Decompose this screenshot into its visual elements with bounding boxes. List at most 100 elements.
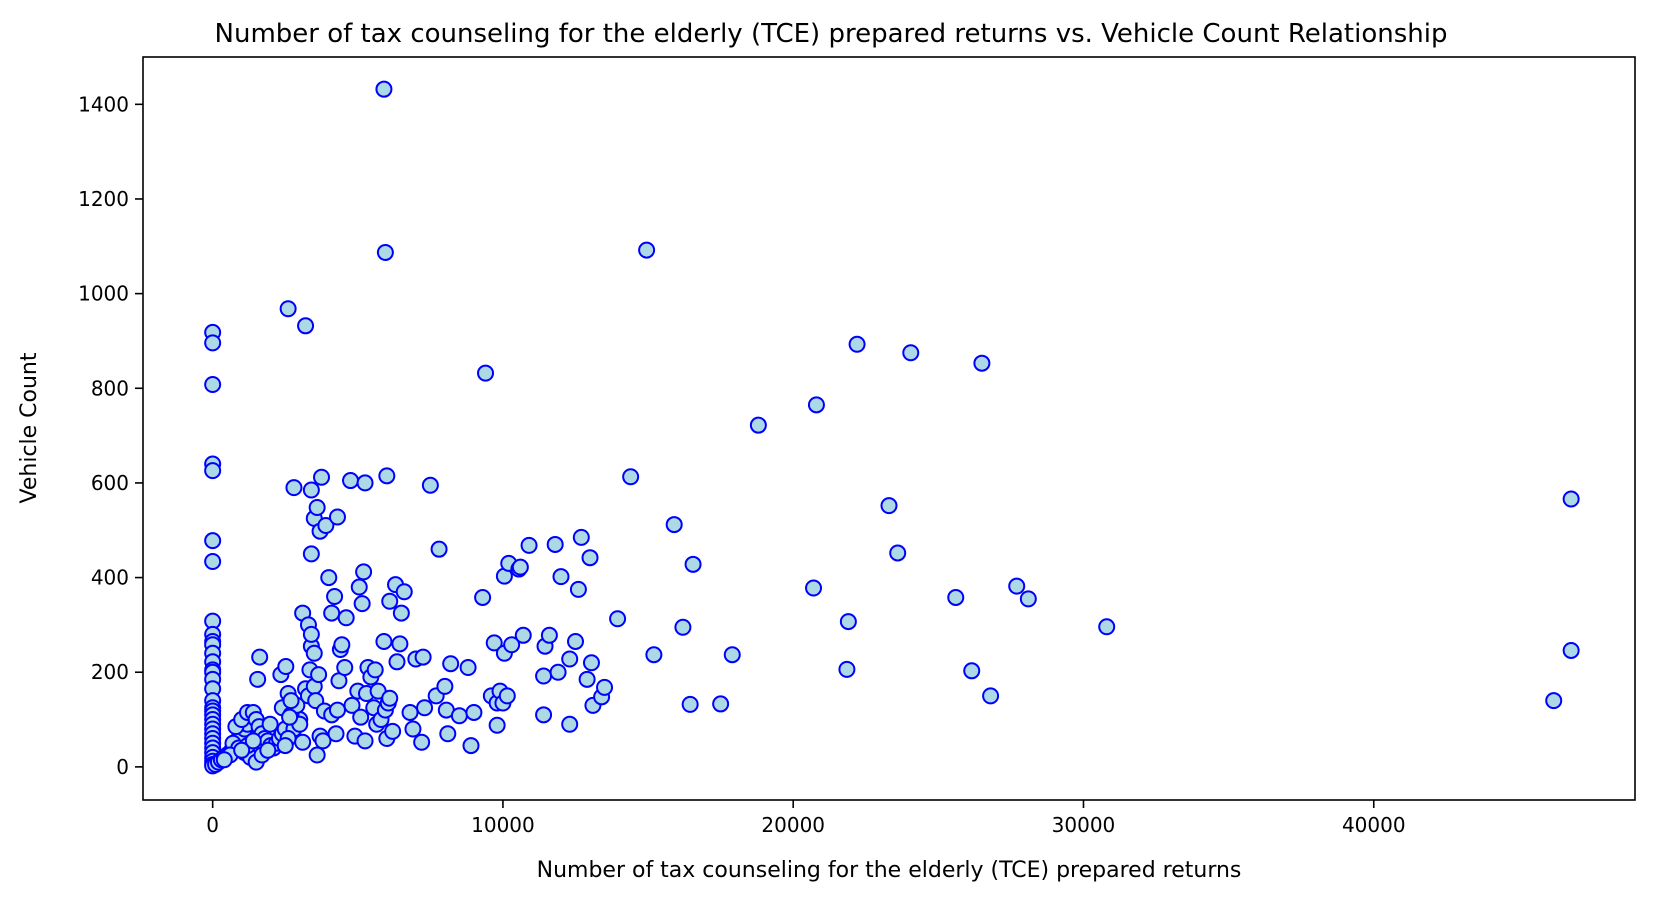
y-tick-label: 1200: [78, 187, 129, 211]
data-point: [215, 751, 233, 769]
data-point: [572, 528, 590, 546]
data-point: [712, 695, 730, 713]
y-tick-label: 200: [91, 660, 129, 684]
data-point: [204, 462, 222, 480]
data-point: [511, 558, 529, 576]
data-point: [807, 396, 825, 414]
data-point: [328, 508, 346, 526]
y-tick-label: 1400: [78, 92, 129, 116]
data-point: [317, 517, 335, 535]
data-point: [391, 635, 409, 653]
data-point: [413, 733, 431, 751]
x-axis: 0 10000 20000 30000 40000: [206, 800, 1406, 837]
data-point: [326, 588, 344, 606]
data-point: [384, 722, 402, 740]
data-point: [244, 732, 262, 750]
data-point: [645, 646, 663, 664]
data-point: [277, 658, 295, 676]
data-point: [459, 658, 477, 676]
data-point: [552, 568, 570, 586]
data-point: [414, 648, 432, 666]
data-point: [313, 468, 331, 486]
data-point: [439, 725, 457, 743]
data-point: [320, 569, 338, 587]
x-tick-label: 0: [206, 813, 219, 837]
data-point: [567, 632, 585, 650]
data-point: [1562, 641, 1580, 659]
y-tick-label: 400: [91, 566, 129, 590]
data-point: [204, 334, 222, 352]
data-point: [681, 695, 699, 713]
y-axis: 0 200 400 600 800 1000 1200 1400: [78, 92, 143, 779]
data-point: [488, 716, 506, 734]
data-point: [520, 536, 538, 554]
data-point: [308, 499, 326, 517]
data-point: [963, 662, 981, 680]
data-point: [514, 626, 532, 644]
data-point: [204, 532, 222, 550]
x-tick-label: 20000: [761, 813, 825, 837]
data-point: [336, 658, 354, 676]
data-point: [638, 241, 656, 259]
data-point: [450, 707, 468, 725]
y-tick-label: 1000: [78, 282, 129, 306]
data-point: [947, 588, 965, 606]
data-point: [474, 588, 492, 606]
y-tick-label: 600: [91, 471, 129, 495]
data-point: [350, 578, 368, 596]
data-point: [355, 563, 373, 581]
data-point: [353, 595, 371, 613]
data-point: [569, 580, 587, 598]
data-point: [308, 746, 326, 764]
data-point: [366, 661, 384, 679]
data-point: [982, 687, 1000, 705]
data-point: [889, 544, 907, 562]
data-point: [1098, 618, 1116, 636]
data-point: [327, 725, 345, 743]
data-point: [498, 687, 516, 705]
data-point: [376, 243, 394, 261]
data-point: [535, 706, 553, 724]
data-point: [282, 692, 300, 710]
data-point: [381, 689, 399, 707]
data-point: [249, 670, 267, 688]
data-point: [1562, 490, 1580, 508]
data-point: [421, 476, 439, 494]
data-point: [462, 737, 480, 755]
data-point: [279, 300, 297, 318]
plot-frame: [142, 56, 1636, 801]
data-point: [581, 549, 599, 567]
data-point: [880, 497, 898, 515]
data-point: [1019, 590, 1037, 608]
data-point: [395, 583, 413, 601]
data-point: [442, 655, 460, 673]
data-point: [314, 732, 332, 750]
x-tick-label: 30000: [1052, 813, 1116, 837]
data-point: [356, 732, 374, 750]
data-point: [465, 703, 483, 721]
data-point: [540, 626, 558, 644]
data-point: [294, 733, 312, 751]
data-point: [749, 416, 767, 434]
data-point: [549, 663, 567, 681]
data-point: [204, 375, 222, 393]
data-point: [805, 579, 823, 597]
data-point: [622, 468, 640, 486]
data-point: [561, 650, 579, 668]
data-point: [609, 610, 627, 628]
x-tick-label: 10000: [471, 813, 535, 837]
data-point: [302, 481, 320, 499]
data-point: [404, 720, 422, 738]
data-point: [674, 618, 692, 636]
data-point: [388, 653, 406, 671]
data-point: [375, 632, 393, 650]
data-point: [337, 609, 355, 627]
data-point: [1008, 577, 1026, 595]
data-point: [302, 625, 320, 643]
data-point: [436, 677, 454, 695]
data-point: [503, 636, 521, 654]
data-point: [233, 741, 251, 759]
data-point: [375, 80, 393, 98]
data-point: [401, 703, 419, 721]
data-point: [378, 467, 396, 485]
